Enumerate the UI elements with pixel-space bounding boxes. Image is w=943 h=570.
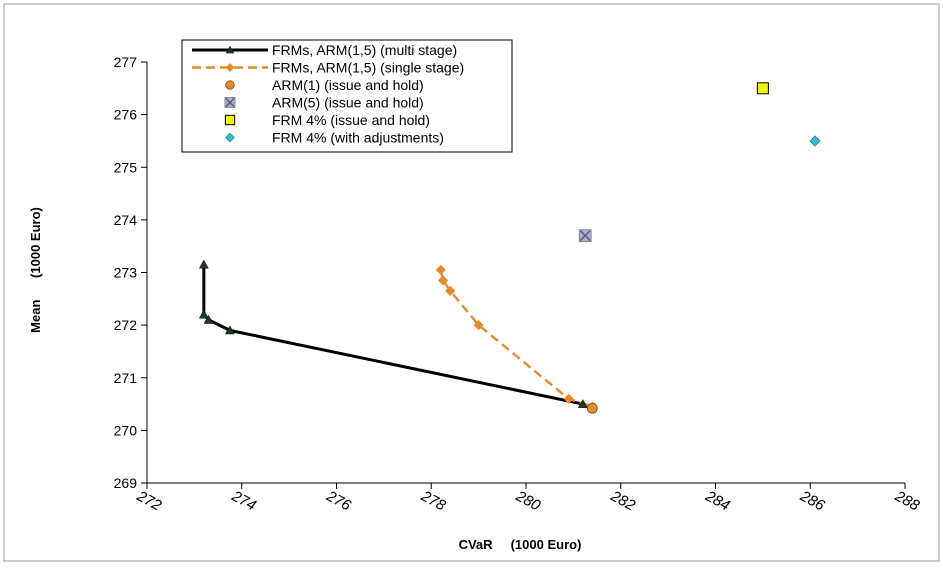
- legend-label-2: FRMs, ARM(1,5) (single stage): [272, 60, 464, 76]
- legend-marker-2: [225, 63, 235, 72]
- legend-marker-4-cross-b: [225, 97, 235, 108]
- y-tick-label: 273: [114, 265, 138, 281]
- series-2-point-1: [435, 264, 446, 275]
- series-1-point-2: [198, 309, 209, 319]
- series-4-point-1-cross-b: [579, 230, 591, 242]
- y-tick-label: 275: [114, 159, 138, 175]
- y-tick-label: 270: [114, 422, 138, 438]
- legend-label-5: FRM 4% (issue and hold): [272, 112, 430, 128]
- legend: FRMs, ARM(1,5) (multi stage) FRMs, ARM(1,…: [181, 39, 513, 153]
- legend-marker-4: [224, 97, 236, 109]
- legend-marker-3: [225, 80, 235, 90]
- legend-label-6: FRM 4% (with adjustments): [272, 130, 444, 146]
- x-axis-label: CVaR (1000 Euro): [459, 537, 582, 552]
- series-3-point-1: [586, 402, 598, 414]
- y-tick-label: 271: [114, 370, 138, 386]
- y-axis-label: Mean (1000 Euro): [28, 207, 43, 333]
- legend-marker-6: [225, 132, 235, 143]
- series-2-point-5: [563, 393, 574, 404]
- series-1-point-1: [198, 259, 209, 269]
- series-2-point-4: [473, 320, 484, 331]
- series-2-point-3: [445, 285, 456, 296]
- series-1-point-4: [224, 325, 235, 335]
- legend-marker-5: [224, 114, 236, 126]
- legend-marker-1: [225, 45, 235, 54]
- legend-label-3: ARM(1) (issue and hold): [272, 77, 424, 93]
- series-5-point-1: [756, 82, 769, 95]
- series-1-point-5: [577, 399, 588, 408]
- series-4-point-1: [578, 229, 592, 243]
- legend-label-4: ARM(5) (issue and hold): [272, 95, 424, 111]
- legend-label-1: FRMs, ARM(1,5) (multi stage): [272, 42, 457, 58]
- series-6-point-1: [809, 135, 821, 147]
- series-1-point-3: [203, 314, 214, 324]
- legend-box: [181, 39, 513, 153]
- y-tick-label: 272: [114, 317, 138, 333]
- y-tick-label: 269: [114, 475, 138, 491]
- y-tick-label: 276: [114, 107, 138, 123]
- y-tick-label: 274: [114, 212, 138, 228]
- y-tick-label: 277: [114, 54, 138, 70]
- series-2-point-2: [438, 275, 449, 286]
